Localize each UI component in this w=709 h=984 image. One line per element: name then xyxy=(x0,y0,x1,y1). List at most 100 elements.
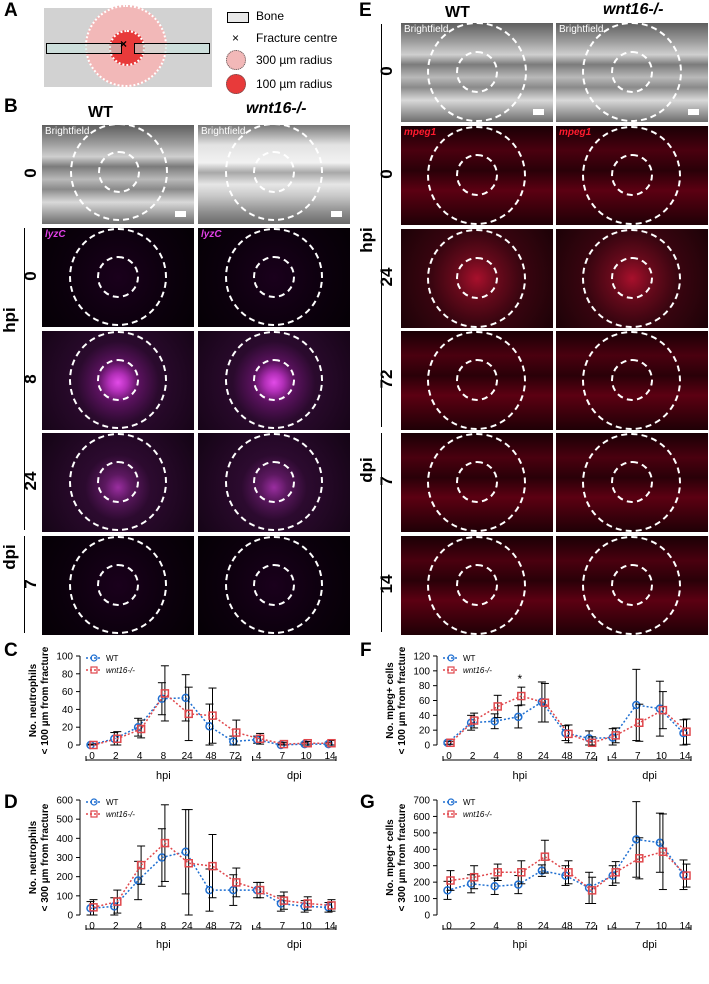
y-tick-label: 100 xyxy=(56,891,73,902)
brightfield-label: Brightfield xyxy=(404,24,449,35)
data-point-wnt xyxy=(587,886,597,895)
lyzc-label: lyzC xyxy=(201,229,222,240)
bone-segment-right xyxy=(134,43,210,54)
row-e-0: 0 xyxy=(377,169,396,179)
dpi-label-e: dpi xyxy=(357,457,376,483)
brightfield-label: Brightfield xyxy=(45,126,90,137)
x-tick-label: 10 xyxy=(301,751,313,762)
data-point-wnt xyxy=(208,711,217,720)
x-tick-label: 4 xyxy=(256,921,262,932)
legend-100-label: 100 µm radius xyxy=(256,77,333,91)
series-line xyxy=(90,697,329,746)
data-point-wnt xyxy=(160,838,170,848)
schematic-a: × xyxy=(44,5,212,87)
image-e-wt-mpeg-24h xyxy=(400,228,554,329)
legend-label: wnt16-/- xyxy=(106,666,135,675)
image-b-wt-lyz-7d xyxy=(41,535,195,636)
x-tick-label: 2 xyxy=(470,921,476,932)
series-line xyxy=(90,850,329,910)
col-label-wnt-e: wnt16-/- xyxy=(603,1,664,18)
y-tick-label: 80 xyxy=(62,669,74,680)
x-tick-label: 14 xyxy=(324,921,336,932)
image-b-wt-lyz-24h xyxy=(41,432,195,533)
y-tick-label: 60 xyxy=(62,687,74,698)
legend-label: WT xyxy=(463,654,476,663)
y-tick-label: 700 xyxy=(413,796,430,807)
data-point-wnt xyxy=(635,854,644,863)
data-point-wnt xyxy=(469,872,479,882)
x-tick-label: 7 xyxy=(635,751,641,762)
y-tick-label: 100 xyxy=(413,666,430,677)
y-axis-label-line1: No. neutrophils xyxy=(28,663,39,737)
x-tick-label: 72 xyxy=(229,751,241,762)
y-tick-label: 500 xyxy=(56,815,73,826)
legend-marker-wnt xyxy=(447,666,455,674)
panel-letter-d: D xyxy=(4,792,18,813)
data-point-wnt xyxy=(446,738,455,748)
y-tick-label: 0 xyxy=(67,911,73,922)
x-tick-label: 0 xyxy=(89,921,95,932)
data-point-wnt xyxy=(540,852,550,861)
y-tick-label: 100 xyxy=(56,652,73,663)
x-tick-label: 7 xyxy=(280,751,286,762)
hpi-bracket-b xyxy=(24,228,25,530)
x-tick-label: 8 xyxy=(517,921,523,932)
dpi-label-b: dpi xyxy=(0,544,19,570)
data-point-wnt xyxy=(658,847,668,856)
data-point-wnt xyxy=(232,878,241,887)
image-e-wt-bf: Brightfield xyxy=(400,22,554,123)
data-point-wnt xyxy=(587,738,597,748)
row-e-72: 72 xyxy=(377,369,396,389)
x-tick-label: 8 xyxy=(161,751,167,762)
y-tick-label: 600 xyxy=(56,796,73,807)
data-point-wnt xyxy=(303,738,312,748)
image-e-wnt-mpeg-24h xyxy=(555,228,709,329)
x-tick-label: 48 xyxy=(205,921,217,932)
row-e-7: 7 xyxy=(377,476,396,486)
x-tick-label: 4 xyxy=(256,751,262,762)
image-e-wnt-mpeg-14d xyxy=(555,535,709,636)
x-tick-label: 2 xyxy=(470,751,476,762)
col-label-wnt-b: wnt16-/- xyxy=(246,100,307,117)
x-tick-label: 48 xyxy=(561,921,573,932)
image-e-wnt-mpeg-0h: mpeg1 xyxy=(555,125,709,226)
x-tick-label: 14 xyxy=(679,751,691,762)
x-tick-label: 0 xyxy=(446,921,452,932)
data-point-wnt xyxy=(160,689,170,698)
legend-label: wnt16-/- xyxy=(463,810,492,819)
data-point-wnt xyxy=(279,896,289,905)
data-point-wnt xyxy=(564,868,573,877)
data-point-wnt xyxy=(279,739,289,749)
y-tick-label: 200 xyxy=(56,872,73,883)
y-tick-label: 80 xyxy=(419,681,431,692)
y-axis-label-line2: < 100 µm from fracture xyxy=(397,646,408,754)
y-axis-label-line1: No. mpeg+ cells xyxy=(385,662,396,739)
legend-marker-wt xyxy=(447,654,455,662)
x-group-label-dpi: dpi xyxy=(642,939,657,951)
image-e-wt-mpeg-0h: mpeg1 xyxy=(400,125,554,226)
legend-marker-wt xyxy=(447,798,455,806)
x-tick-label: 72 xyxy=(229,921,241,932)
data-point-wnt xyxy=(184,709,193,719)
hpi-bracket-e xyxy=(381,24,382,427)
data-point-wnt xyxy=(635,718,644,727)
data-point-wnt xyxy=(89,740,98,750)
y-tick-label: 500 xyxy=(413,828,430,839)
mpeg1-label: mpeg1 xyxy=(404,127,437,138)
y-tick-label: 400 xyxy=(413,845,430,856)
x-tick-label: 4 xyxy=(493,921,499,932)
data-point-wnt xyxy=(255,885,265,895)
data-point-wnt xyxy=(232,728,241,737)
row-e-0-bf: 0 xyxy=(377,66,396,76)
data-point-wnt xyxy=(493,702,502,711)
image-b-wt-lyz-8h xyxy=(41,330,195,431)
image-b-wt-lyz-0h: lyzC xyxy=(41,227,195,328)
y-tick-label: 60 xyxy=(419,696,431,707)
y-axis-label-line2: < 100 µm from fracture xyxy=(40,646,51,754)
data-point-wnt xyxy=(517,691,526,701)
x-tick-label: 4 xyxy=(611,751,617,762)
x-tick-label: 7 xyxy=(635,921,641,932)
